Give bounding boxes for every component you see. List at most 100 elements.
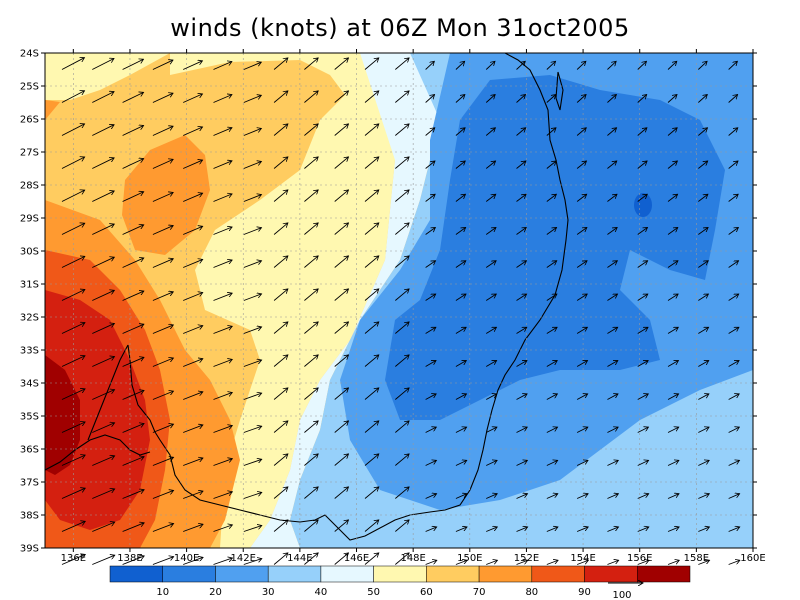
wind-arrow [183,293,203,301]
wind-arrow [273,520,288,532]
wind-arrow [213,194,233,202]
wind-arrow [667,61,677,70]
lat-label: 33S [20,346,39,357]
reference-vector: 100 [608,583,643,600]
wind-arrow [728,95,738,103]
wind-arrow [61,190,85,202]
wind-arrow [516,494,528,499]
wind-arrow [425,194,436,202]
wind-arrow [637,427,649,433]
lat-label: 34S [20,379,39,390]
wind-arrow [304,487,318,499]
wind-arrow [364,190,379,202]
wind-arrow [395,520,409,532]
plot-frame [44,52,754,549]
wind-arrow [243,459,262,466]
wind-arrow [304,553,318,565]
wind-arrow [637,227,648,235]
wind-arrow [183,491,203,499]
wind-arrow [92,158,114,169]
wind-arrow [304,91,318,103]
wind-arrow [364,355,379,367]
wind-arrow [152,93,173,103]
wind-arrow [213,558,233,565]
wind-arrow [395,256,409,268]
wind-arrow [152,325,173,334]
wind-arrow [273,553,288,565]
wind-arrow [304,256,318,268]
wind-arrow [395,58,409,70]
wind-arrow [304,454,318,466]
field-70-80-west [45,100,60,120]
coastline [127,53,569,541]
colorbar-swatch [109,565,163,583]
wind-arrow [637,560,649,565]
wind-arrow [92,522,114,532]
wind-arrow [455,227,466,235]
wind-arrow [728,560,740,565]
wind-arrow [425,527,437,532]
lat-label: 28S [20,181,39,192]
wind-arrow [667,527,679,532]
lat-label: 36S [20,445,39,456]
wind-arrow [364,487,379,499]
wind-arrow [546,361,557,367]
wind-arrow [607,95,616,103]
wind-arrow [576,327,587,334]
wind-arrow [698,294,708,301]
wind-arrow [92,257,114,268]
wind-arrow [273,190,288,202]
wind-arrow [455,261,466,268]
wind-arrow [667,128,677,136]
reference-label: 100 [612,590,631,600]
wind-arrow [455,327,466,334]
wind-arrow [728,460,740,466]
lon-label: 138E [117,553,142,564]
colorbar-tick-label: 20 [209,587,222,598]
wind-arrow [546,460,558,466]
wind-arrow [486,460,497,466]
wind-arrow [637,460,649,466]
wind-arrow [122,490,145,499]
wind-arrow [122,258,144,268]
wind-arrow [243,195,262,202]
wind-arrow [698,194,708,202]
wind-arrow [152,424,174,433]
wind-arrow [485,194,496,202]
wind-arrow [61,554,85,565]
field-max-core [45,355,80,475]
wind-arrow [61,223,85,235]
lon-label: 154E [570,553,595,564]
wind-arrow [576,128,586,136]
wind-arrow [61,323,85,334]
wind-arrow [546,261,557,268]
wind-arrow [273,256,288,268]
wind-arrow [122,424,144,433]
wind-arrow [243,492,262,499]
wind-arrow [92,456,114,466]
wind-arrow [395,124,409,136]
wind-arrow [152,159,173,169]
wind-arrow [485,294,496,301]
map-title: winds (knots) at 06Z Mon 31oct2005 [170,14,630,42]
wind-arrow [243,393,262,400]
wind-arrow [455,294,466,301]
wind-arrow [61,422,85,433]
wind-arrow [395,157,409,169]
wind-arrow [395,355,409,367]
wind-arrow [425,128,435,136]
wind-arrow [425,560,437,565]
wind-arrow [455,161,465,169]
wind-arrow [183,557,203,565]
wind-arrow [243,261,262,268]
wind-arrow [607,427,618,433]
wind-arrow [334,322,349,334]
wind-arrow [152,60,173,70]
colorbar-tick-label: 70 [473,587,486,598]
wind-arrow [122,225,144,235]
lon-label: 150E [457,553,482,564]
colorbar-swatch [531,565,585,583]
lon-label: 144E [287,553,312,564]
island [555,71,564,111]
wind-arrow [213,525,233,532]
